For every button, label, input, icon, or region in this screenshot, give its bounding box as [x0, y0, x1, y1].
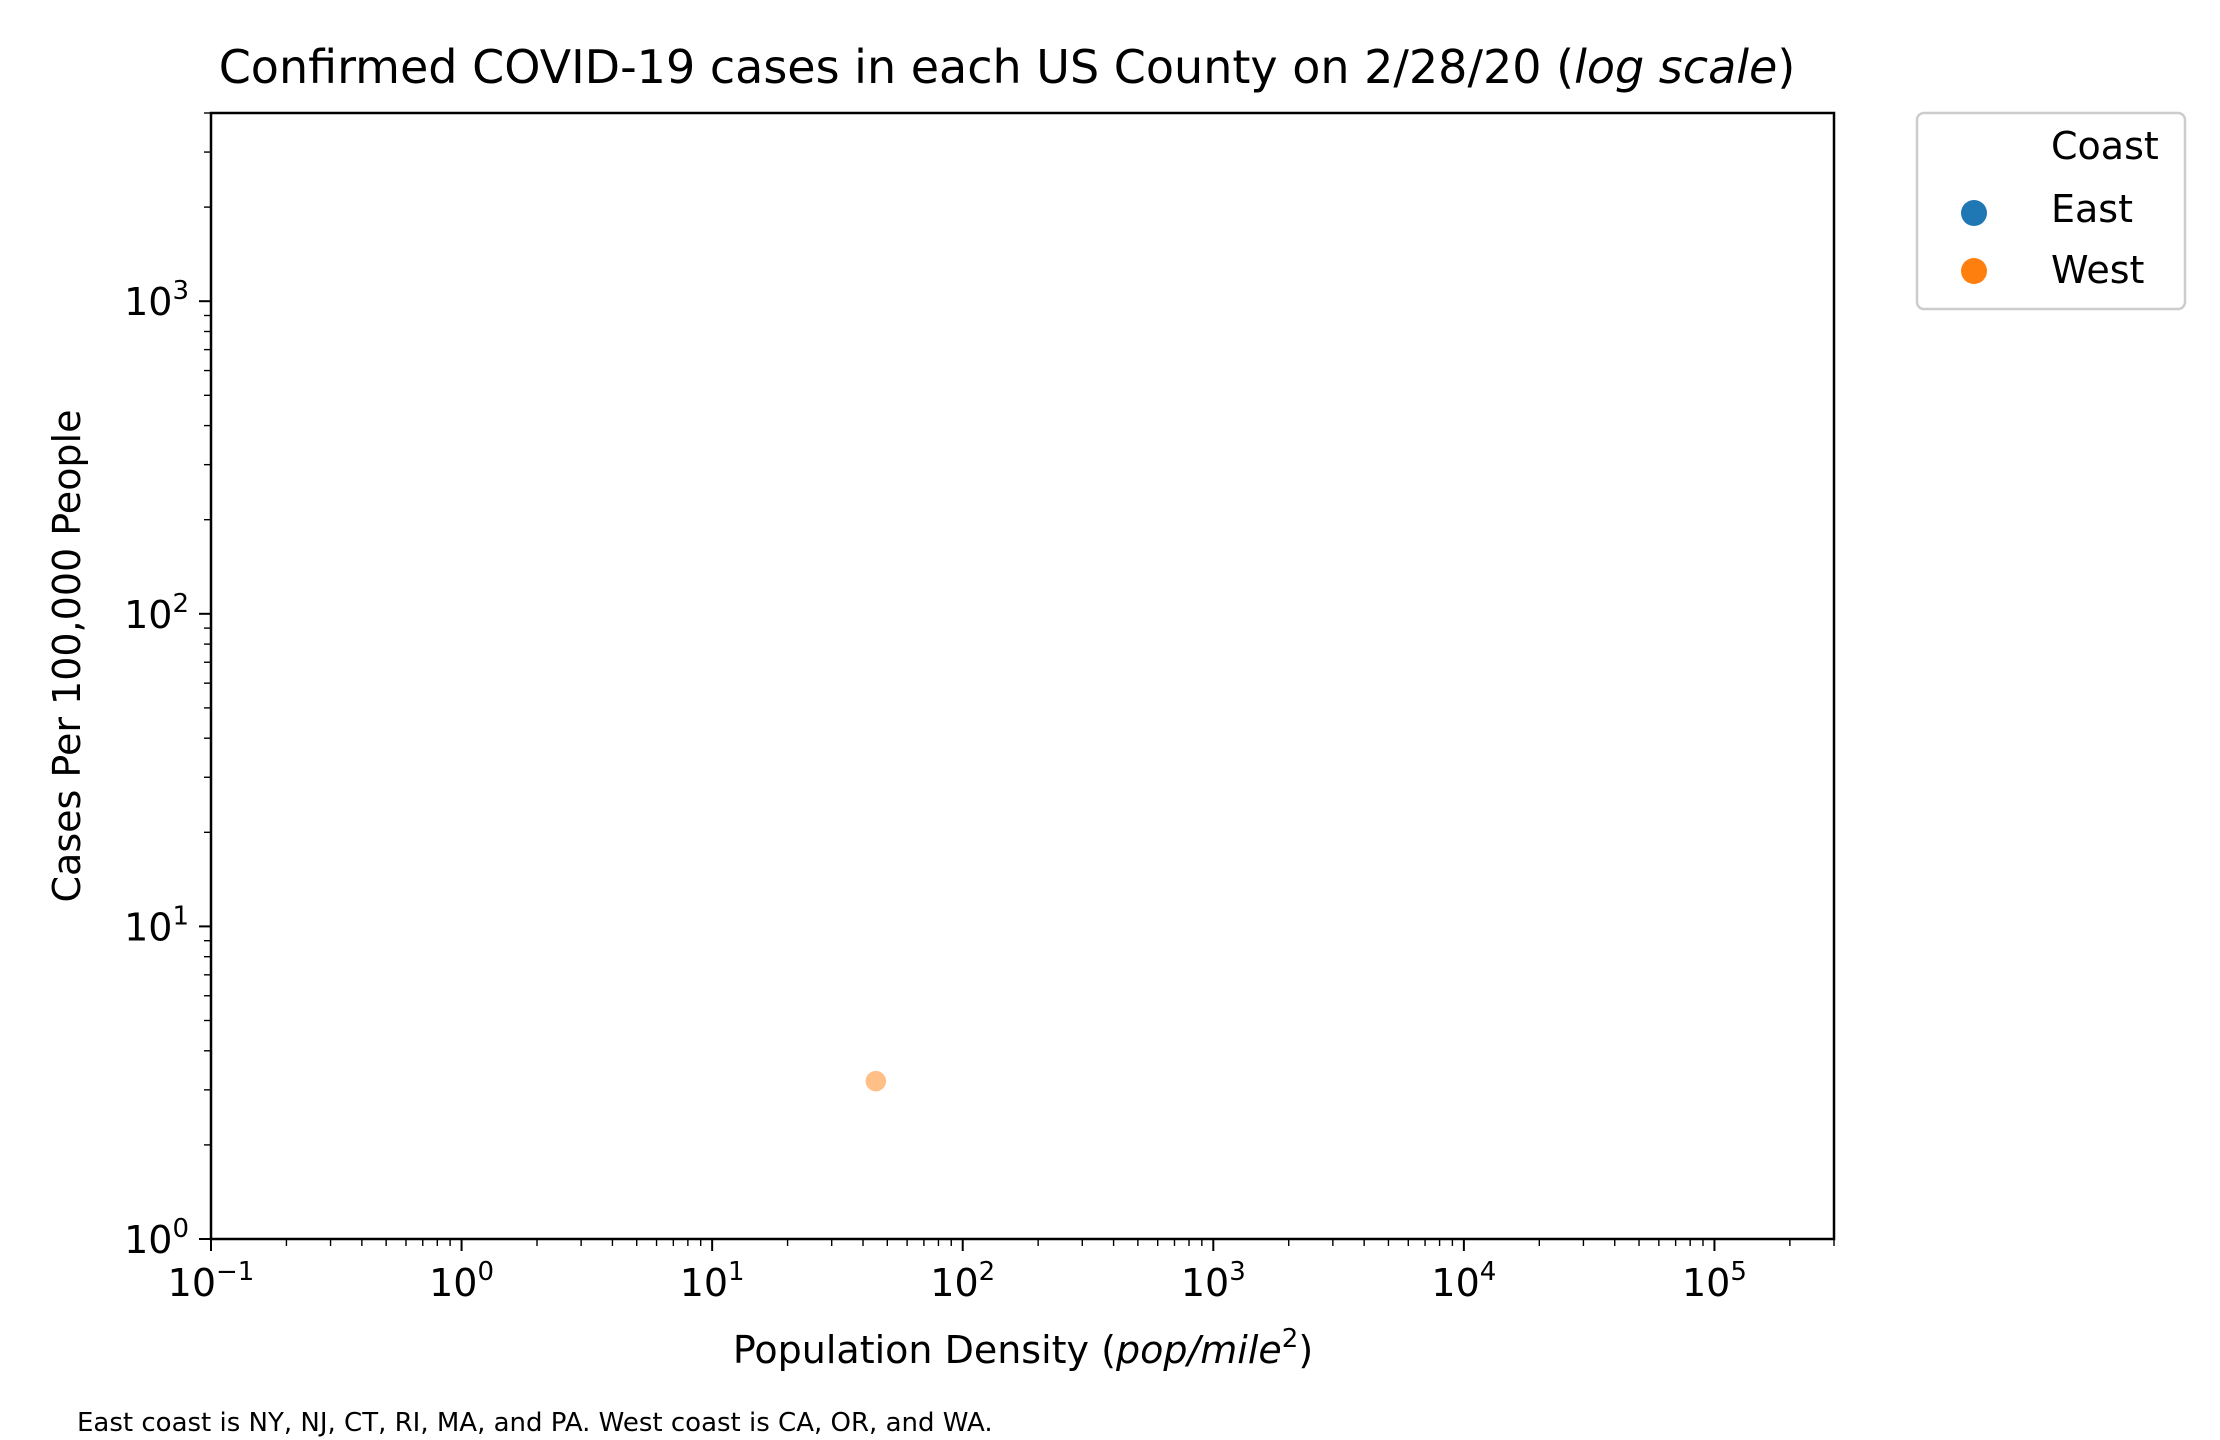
x-tick-label: 101: [680, 1257, 745, 1305]
y-axis-ticks: [199, 112, 211, 1240]
data-point-west: [864, 1069, 888, 1093]
y-axis-tick-labels: 100 101 102 103: [124, 276, 189, 1262]
y-tick-label: 101: [124, 901, 189, 949]
x-axis-ticks: [210, 1239, 1835, 1251]
data-points: [864, 1069, 888, 1093]
chart-title: Confirmed COVID-19 cases in each US Coun…: [219, 40, 1796, 94]
x-tick-label: 10−1: [168, 1257, 255, 1305]
legend-label-east: East: [2051, 187, 2133, 231]
x-tick-label: 103: [1181, 1257, 1246, 1305]
legend-box: [1915, 111, 2187, 311]
legend-label-west: West: [2051, 248, 2144, 292]
legend: Coast East West: [1915, 111, 2187, 311]
legend-marker-east: [1961, 200, 1987, 226]
chart-caption: East coast is NY, NJ, CT, RI, MA, and PA…: [77, 1408, 993, 1438]
x-tick-label: 104: [1431, 1257, 1496, 1305]
legend-title: Coast: [2051, 124, 2159, 168]
y-tick-label: 103: [124, 276, 189, 324]
x-axis-label: Population Density (pop/mile2): [733, 1324, 1313, 1372]
y-axis-label: Cases Per 100,000 People: [45, 410, 89, 903]
x-tick-label: 100: [429, 1257, 494, 1305]
plot-area: [209, 111, 1836, 1241]
x-tick-label: 105: [1682, 1257, 1747, 1305]
y-tick-label: 102: [124, 589, 189, 637]
legend-marker-west: [1961, 258, 1987, 284]
x-axis-tick-labels: 10−1 100 101 102 103 104 105: [168, 1257, 1747, 1305]
x-tick-label: 102: [930, 1257, 995, 1305]
y-tick-label: 100: [124, 1214, 189, 1262]
